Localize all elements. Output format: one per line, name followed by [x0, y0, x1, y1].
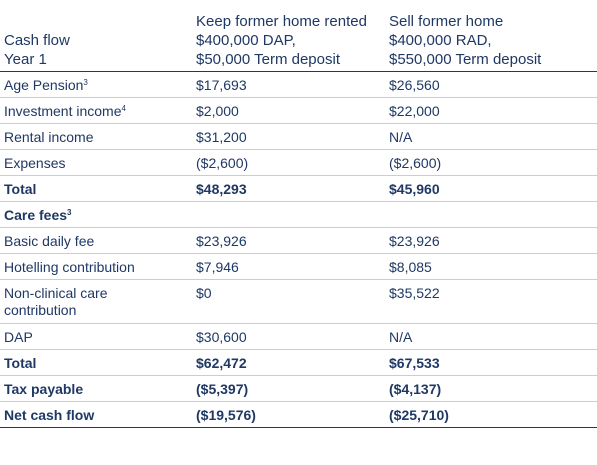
footnote-marker: 4: [121, 103, 126, 113]
row-label-text: Age Pension: [4, 76, 84, 93]
row-expenses: Expenses ($2,600) ($2,600): [0, 149, 597, 176]
row-care-fees-heading: Care fees3: [0, 201, 597, 228]
value-sell-home: $67,533: [389, 349, 597, 376]
row-investment-income: Investment income4 $2,000 $22,000: [0, 97, 597, 124]
value-sell-home: N/A: [389, 123, 597, 150]
value-sell-home: N/A: [389, 323, 597, 350]
header-label-line1: Cash flow: [4, 31, 70, 49]
header-sell-home-line2: $400,000 RAD,: [389, 31, 492, 49]
header-label-cell: Cash flow Year 1: [0, 0, 196, 72]
value-keep-home: $0: [196, 279, 389, 324]
value-sell-home: $8,085: [389, 253, 597, 280]
value-sell-home: $45,960: [389, 175, 597, 202]
row-label-text: Investment income: [4, 102, 122, 119]
row-label: Age Pension3: [0, 71, 196, 98]
value-keep-home: $31,200: [196, 123, 389, 150]
empty-cell: [196, 201, 389, 228]
row-label-line2: contribution: [4, 301, 77, 318]
header-sell-home-line3: $550,000 Term deposit: [389, 50, 542, 68]
row-label: Total: [0, 349, 196, 376]
row-basic-daily-fee: Basic daily fee $23,926 $23,926: [0, 227, 597, 254]
row-dap: DAP $30,600 N/A: [0, 323, 597, 350]
footnote-marker: 3: [67, 207, 72, 217]
row-label: Net cash flow: [0, 401, 196, 428]
header-keep-home-line1: Keep former home rented: [196, 12, 367, 30]
value-keep-home: $30,600: [196, 323, 389, 350]
value-keep-home: $48,293: [196, 175, 389, 202]
row-label: DAP: [0, 323, 196, 350]
value-keep-home: $17,693: [196, 71, 389, 98]
row-rental-income: Rental income $31,200 N/A: [0, 123, 597, 150]
value-keep-home: ($19,576): [196, 401, 389, 428]
value-sell-home: $23,926: [389, 227, 597, 254]
header-keep-home-line3: $50,000 Term deposit: [196, 50, 340, 68]
value-keep-home: $7,946: [196, 253, 389, 280]
header-label-line2: Year 1: [4, 50, 47, 68]
header-keep-home: Keep former home rented $400,000 DAP, $5…: [196, 0, 389, 72]
value-keep-home: ($5,397): [196, 375, 389, 402]
row-label: Hotelling contribution: [0, 253, 196, 280]
value-keep-home: $23,926: [196, 227, 389, 254]
row-label: Expenses: [0, 149, 196, 176]
value-keep-home: $2,000: [196, 97, 389, 124]
row-tax-payable: Tax payable ($5,397) ($4,137): [0, 375, 597, 402]
row-net-cash-flow: Net cash flow ($19,576) ($25,710): [0, 401, 597, 428]
value-sell-home: ($2,600): [389, 149, 597, 176]
header-keep-home-line2: $400,000 DAP,: [196, 31, 296, 49]
section-heading: Care fees3: [0, 201, 196, 228]
row-label: Investment income4: [0, 97, 196, 124]
row-label-line1: Non-clinical care: [4, 284, 108, 301]
row-age-pension: Age Pension3 $17,693 $26,560: [0, 71, 597, 98]
section-heading-text: Care fees: [4, 206, 68, 223]
value-sell-home: ($4,137): [389, 375, 597, 402]
value-sell-home: $26,560: [389, 71, 597, 98]
row-label: Non-clinical care contribution: [0, 279, 196, 324]
value-keep-home: ($2,600): [196, 149, 389, 176]
header-sell-home-line1: Sell former home: [389, 12, 504, 30]
row-non-clinical-care: Non-clinical care contribution $0 $35,52…: [0, 279, 597, 324]
row-label: Basic daily fee: [0, 227, 196, 254]
value-sell-home: $22,000: [389, 97, 597, 124]
row-label: Tax payable: [0, 375, 196, 402]
row-label: Rental income: [0, 123, 196, 150]
value-sell-home: ($25,710): [389, 401, 597, 428]
row-hotelling-contribution: Hotelling contribution $7,946 $8,085: [0, 253, 597, 280]
footnote-marker: 3: [83, 77, 88, 87]
row-label: Total: [0, 175, 196, 202]
header-sell-home: Sell former home $400,000 RAD, $550,000 …: [389, 0, 597, 72]
empty-cell: [389, 201, 597, 228]
value-keep-home: $62,472: [196, 349, 389, 376]
value-sell-home: $35,522: [389, 279, 597, 324]
table-header-row: Cash flow Year 1 Keep former home rented…: [0, 0, 597, 72]
cash-flow-table: Cash flow Year 1 Keep former home rented…: [0, 0, 597, 428]
row-total-income: Total $48,293 $45,960: [0, 175, 597, 202]
row-total-care-fees: Total $62,472 $67,533: [0, 349, 597, 376]
